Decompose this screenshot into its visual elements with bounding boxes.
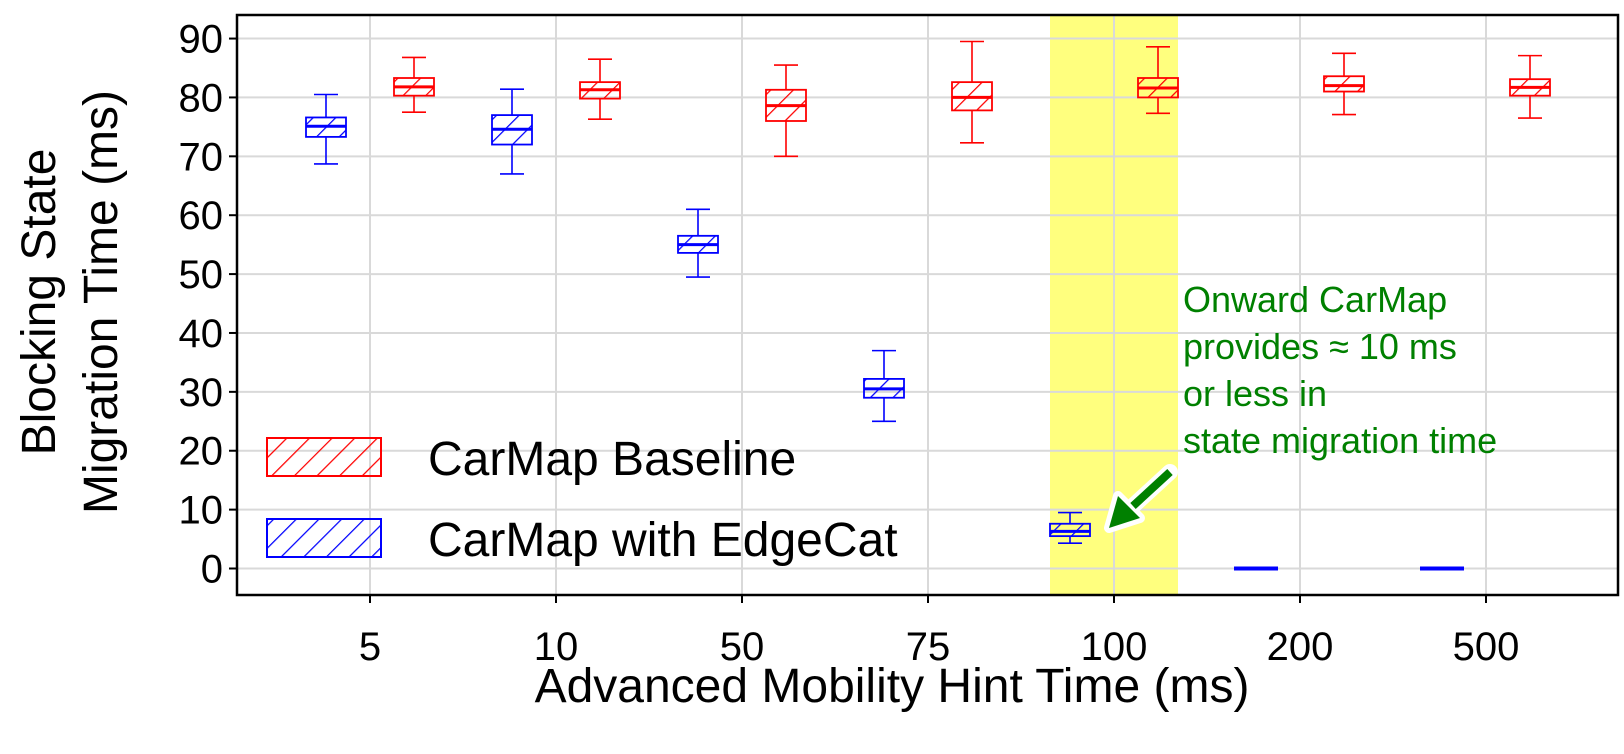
grid xyxy=(237,15,1618,595)
y-tick-label: 80 xyxy=(179,76,224,120)
box-baseline-10 xyxy=(579,58,621,121)
x-tick-label: 75 xyxy=(906,625,951,669)
y-tick-label: 20 xyxy=(179,430,224,474)
legend: CarMap Baseline CarMap with EdgeCat xyxy=(266,433,898,567)
y-axis-label: Blocking State Migration Time (ms) xyxy=(13,90,128,514)
box-edgecat-75 xyxy=(863,349,905,423)
x-tick-label: 100 xyxy=(1081,625,1148,669)
x-axis-label: Advanced Mobility Hint Time (ms) xyxy=(535,660,1250,713)
iqr-box xyxy=(1323,75,1365,93)
legend-swatch-edgecat xyxy=(266,518,382,558)
box-edgecat-5 xyxy=(305,93,347,165)
box-edgecat-10 xyxy=(491,88,533,175)
y-tick-label: 60 xyxy=(179,194,224,238)
y-axis-ticks: 0 10 20 30 40 50 60 70 80 90 xyxy=(179,18,237,592)
boxes xyxy=(305,40,1551,571)
x-tick-label: 5 xyxy=(359,625,381,669)
x-axis-ticks: 5 10 50 75 100 200 500 xyxy=(359,595,1520,669)
box-baseline-5 xyxy=(393,56,435,113)
box-edgecat-100 xyxy=(1049,511,1091,544)
box-edgecat-50 xyxy=(677,208,719,278)
y-axis-label-line-2: Migration Time (ms) xyxy=(75,90,128,514)
annotation: Onward CarMap provides ≈ 10 ms or less i… xyxy=(1104,279,1497,533)
y-tick-label: 10 xyxy=(179,489,224,533)
legend-label-baseline: CarMap Baseline xyxy=(428,433,796,486)
legend-swatch-baseline xyxy=(266,437,382,477)
annotation-line-1: Onward CarMap xyxy=(1183,279,1447,320)
y-tick-label: 30 xyxy=(179,371,224,415)
x-tick-label: 10 xyxy=(534,625,579,669)
annotation-line-3: or less in xyxy=(1183,373,1327,414)
y-axis-label-line-1: Blocking State xyxy=(13,149,66,456)
y-tick-label: 90 xyxy=(179,18,224,62)
box-baseline-100 xyxy=(1137,45,1179,115)
y-tick-label: 50 xyxy=(179,253,224,297)
x-tick-label: 200 xyxy=(1267,625,1334,669)
annotation-line-2: provides ≈ 10 ms xyxy=(1183,326,1457,367)
annotation-line-4: state migration time xyxy=(1183,420,1497,461)
box-baseline-500 xyxy=(1509,54,1551,119)
y-tick-label: 40 xyxy=(179,312,224,356)
box-baseline-50 xyxy=(765,64,807,158)
x-tick-label: 500 xyxy=(1453,625,1520,669)
box-baseline-75 xyxy=(951,40,993,144)
y-tick-label: 0 xyxy=(201,548,223,592)
x-tick-label: 50 xyxy=(720,625,765,669)
legend-label-edgecat: CarMap with EdgeCat xyxy=(428,514,898,567)
annotation-arrow xyxy=(1104,464,1178,533)
y-tick-label: 70 xyxy=(179,135,224,179)
box-baseline-200 xyxy=(1323,52,1365,116)
